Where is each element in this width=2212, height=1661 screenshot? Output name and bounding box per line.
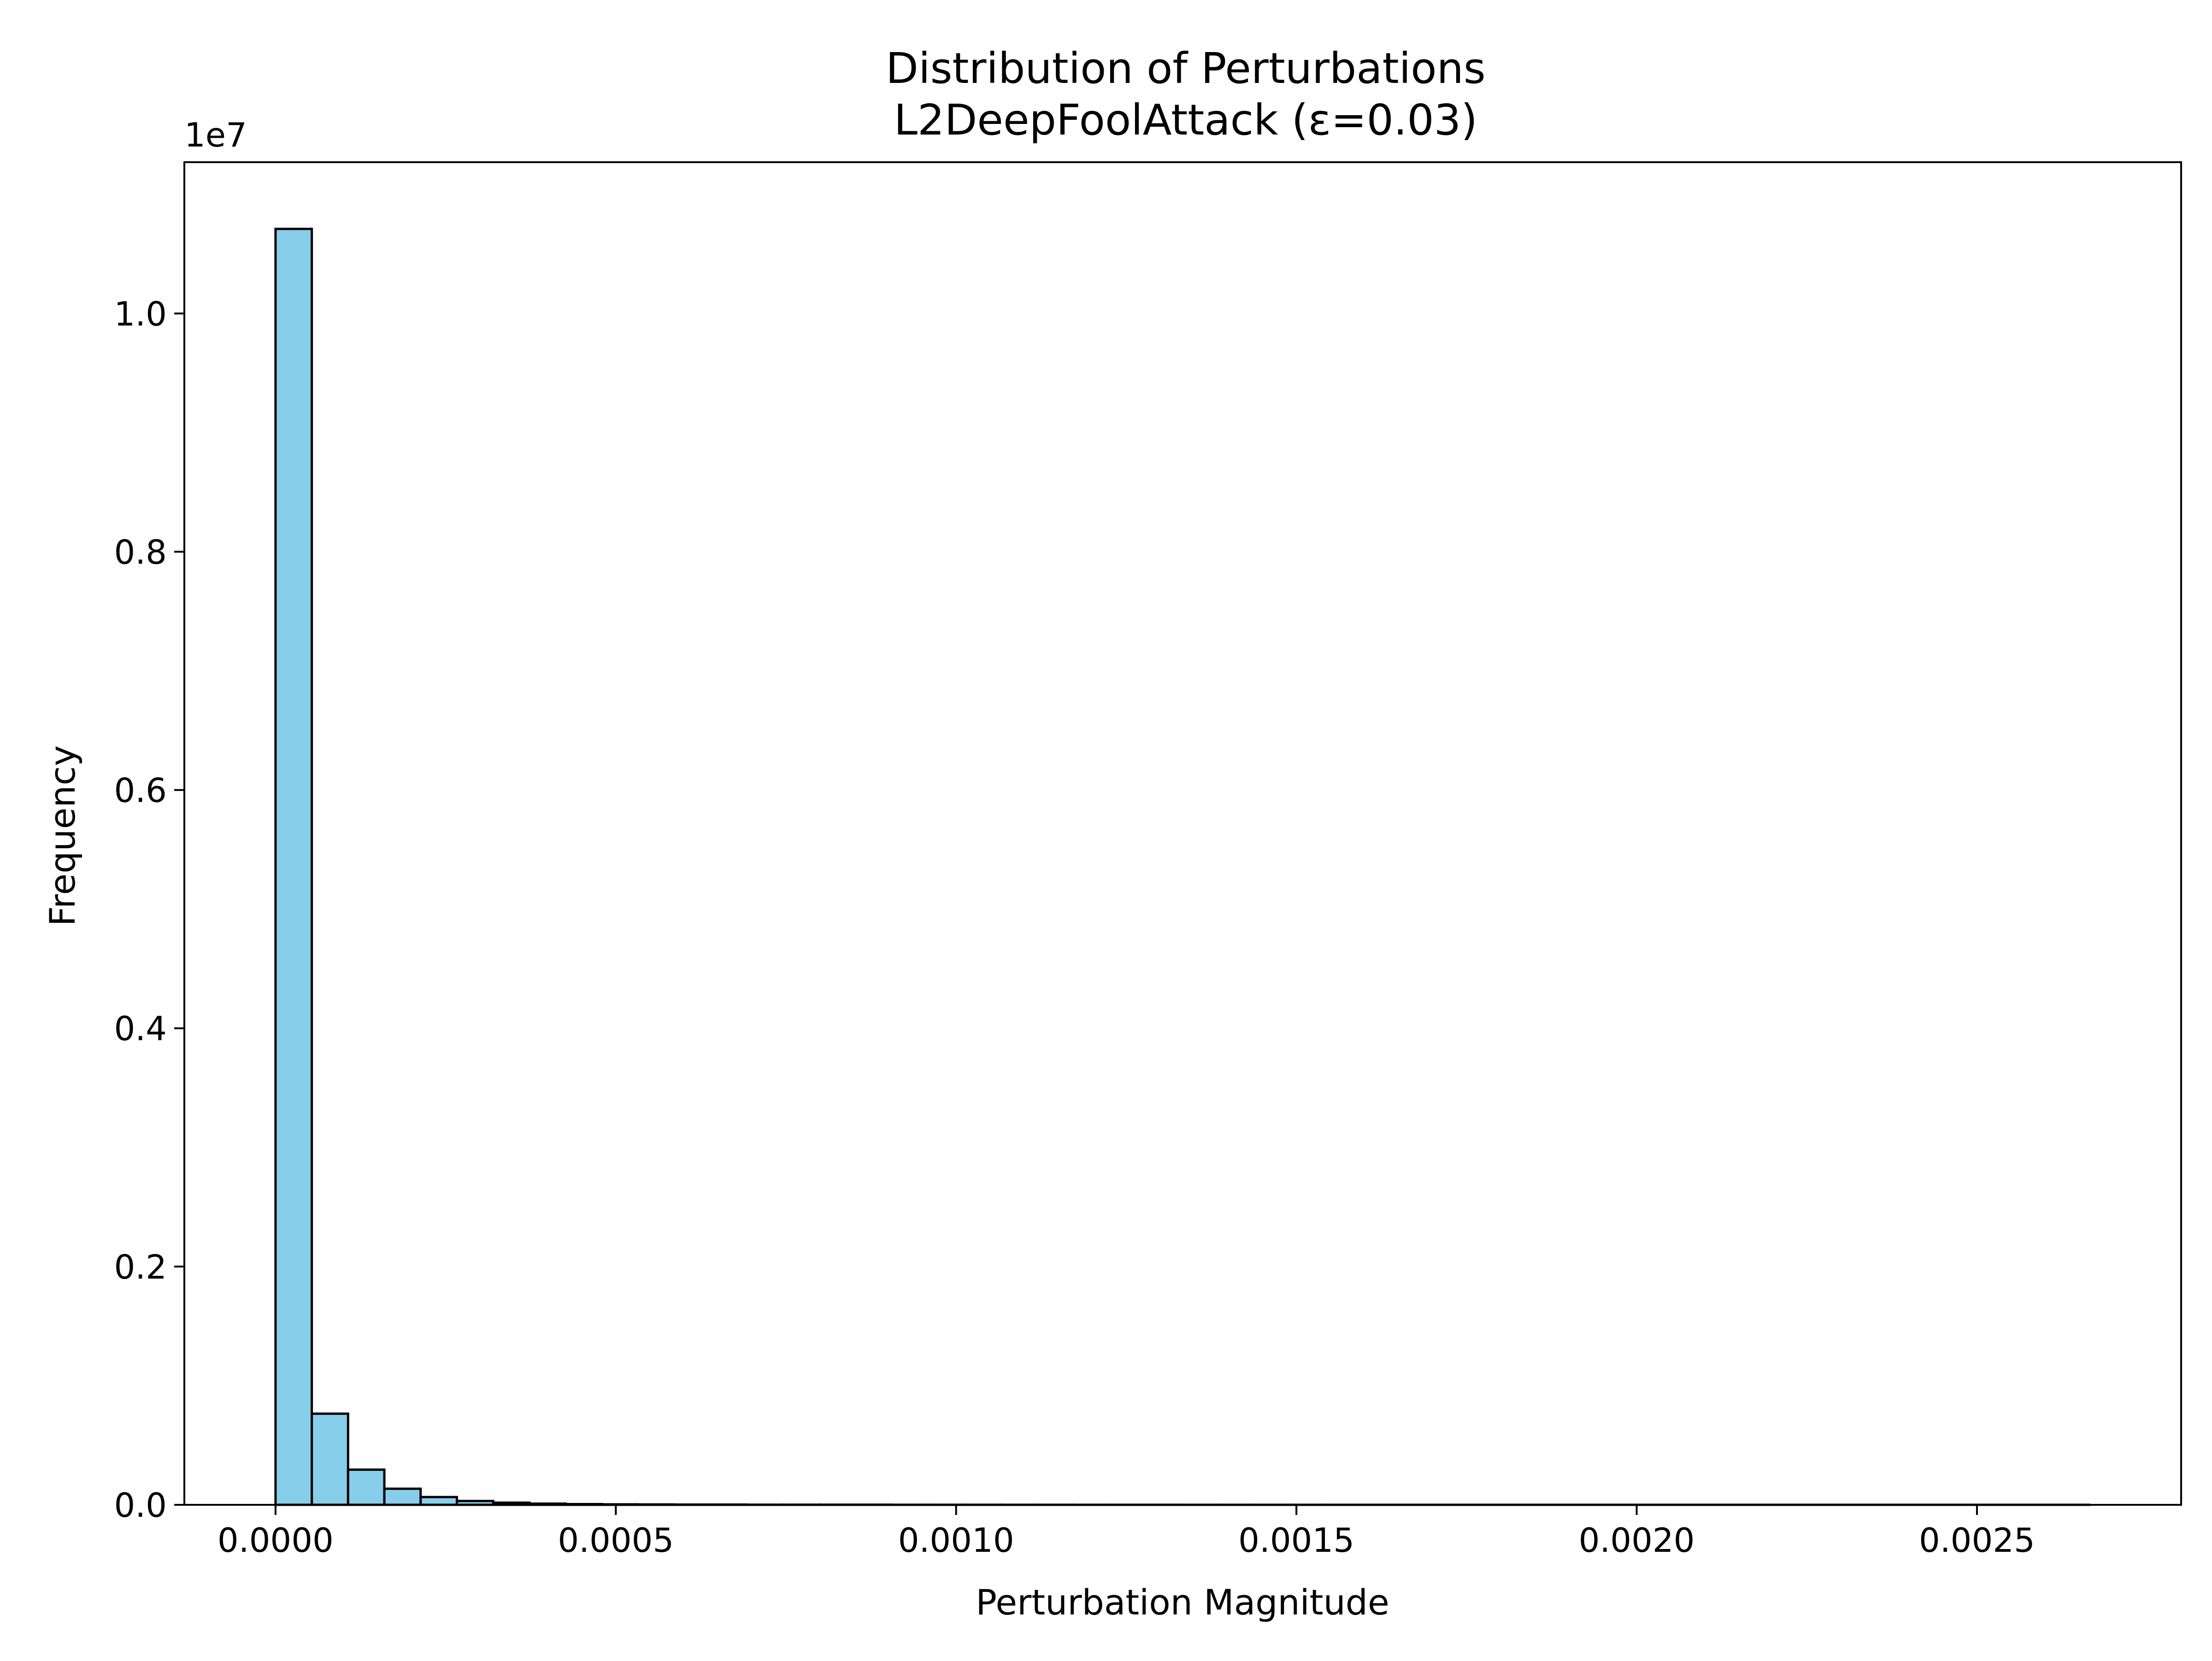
y-tick-label: 0.6 <box>114 771 167 810</box>
plot-area-frame <box>184 162 2181 1505</box>
x-tick-label: 0.0025 <box>1919 1521 2035 1560</box>
x-tick-label: 0.0005 <box>558 1521 674 1560</box>
histogram-bars <box>276 229 2089 1505</box>
y-tick-label: 0.8 <box>114 533 167 571</box>
x-axis-ticks: 0.0000 0.0005 0.0010 0.0015 0.0020 0.0025 <box>218 1505 2035 1560</box>
histogram-bar <box>421 1497 457 1505</box>
x-tick-label: 0.0020 <box>1579 1521 1695 1560</box>
x-tick-label: 0.0000 <box>218 1521 334 1560</box>
x-tick-label: 0.0015 <box>1238 1521 1354 1560</box>
y-axis-offset-label: 1e7 <box>184 116 247 154</box>
y-tick-label: 0.0 <box>114 1486 167 1525</box>
x-axis-label: Perturbation Magnitude <box>976 1582 1389 1623</box>
y-axis-ticks: 0.0 0.2 0.4 0.6 0.8 1.0 <box>114 294 184 1525</box>
y-tick-label: 0.2 <box>114 1248 167 1286</box>
histogram-bar <box>276 229 312 1505</box>
y-tick-label: 0.4 <box>114 1010 167 1048</box>
chart-subtitle: L2DeepFoolAttack (ε=0.03) <box>894 95 1477 145</box>
histogram-bar <box>348 1470 384 1505</box>
y-tick-label: 1.0 <box>114 294 167 333</box>
y-axis-label: Frequency <box>42 745 83 927</box>
chart-title: Distribution of Perturbations <box>886 44 1486 93</box>
x-tick-label: 0.0010 <box>898 1521 1014 1560</box>
histogram-bar <box>384 1489 421 1505</box>
histogram-bar <box>312 1414 348 1505</box>
